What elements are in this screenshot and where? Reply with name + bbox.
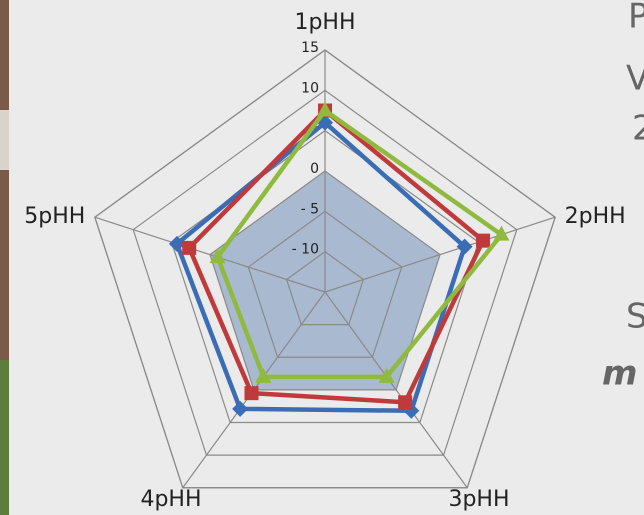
tick-label: 10: [301, 80, 319, 96]
side-text: 2: [632, 109, 644, 149]
marker: [255, 367, 272, 383]
grid-ring: [170, 129, 480, 424]
spoke: [324, 291, 468, 489]
spoke: [94, 216, 326, 293]
grid-ring: [247, 210, 403, 358]
marker: [232, 400, 249, 417]
grid-ring: [94, 49, 556, 489]
spoke: [324, 216, 556, 293]
tick-label: 0: [310, 161, 319, 177]
side-text: P: [628, 0, 644, 37]
marker: [182, 240, 197, 255]
category-label: 4pHH: [140, 487, 201, 512]
marker: [244, 386, 259, 401]
photo-strip: [0, 0, 9, 360]
grid-ring: [285, 250, 365, 326]
marker: [378, 367, 395, 383]
series-line: [215, 108, 504, 380]
tick-label: - 10: [292, 242, 319, 258]
tick-label: - 5: [301, 201, 319, 217]
series-line: [186, 108, 486, 405]
marker: [476, 233, 491, 248]
category-label: 1pHH: [294, 10, 355, 35]
photo-strip: [0, 110, 9, 170]
marker: [398, 395, 413, 410]
photo-strip: [0, 360, 9, 515]
category-label: 2pHH: [565, 204, 626, 229]
marker: [317, 101, 333, 117]
marker: [493, 225, 510, 241]
side-text: m: [602, 354, 637, 394]
category-label: 5pHH: [24, 204, 85, 229]
marker: [456, 238, 473, 255]
side-text: S: [626, 297, 644, 337]
side-text: V: [626, 59, 644, 99]
marker: [168, 235, 185, 252]
grid-ring: [132, 89, 518, 456]
tick-label: 15: [301, 40, 319, 56]
series-line: [174, 120, 467, 414]
marker: [209, 248, 226, 264]
category-label: 3pHH: [448, 487, 509, 512]
